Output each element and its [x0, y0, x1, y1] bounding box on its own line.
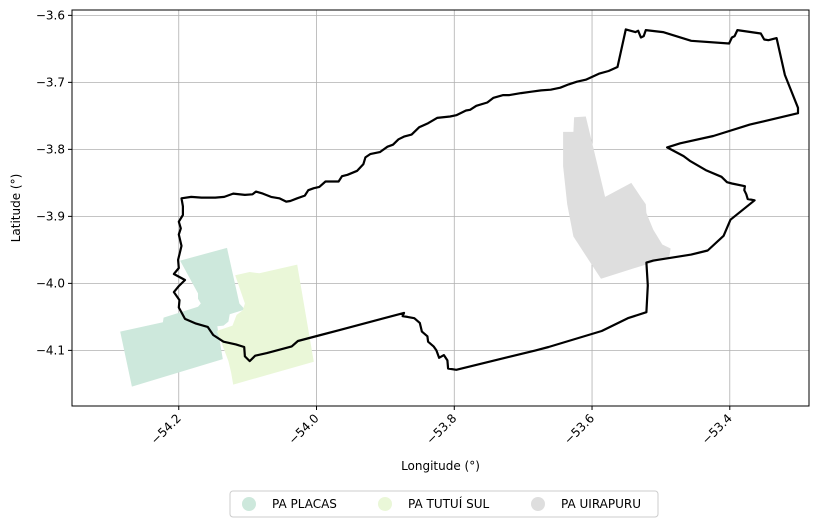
legend-box — [229, 490, 659, 518]
legend: PA PLACAS PA TUTUÍ SUL PA UIRAPURU — [229, 490, 659, 518]
polygon-pa-uirapuru — [563, 116, 671, 279]
y-tick-label: −3.6 — [36, 8, 65, 22]
legend-marker — [531, 497, 545, 511]
legend-label: PA PLACAS — [272, 497, 337, 511]
legend-label: PA TUTUÍ SUL — [408, 496, 489, 511]
legend-marker — [242, 497, 256, 511]
plot-frame — [71, 9, 810, 407]
y-tick-label: −3.8 — [36, 142, 65, 156]
legend-marker — [378, 497, 392, 511]
y-tick-label: −4.0 — [36, 276, 65, 290]
y-tick-label: −3.9 — [36, 209, 65, 223]
x-axis-label: Longitude (°) — [401, 459, 480, 473]
y-axis-label: Latitude (°) — [9, 174, 23, 243]
boundary-outline — [172, 28, 800, 371]
y-tick-label: −4.1 — [36, 343, 65, 357]
polygon-pa-tutu-sul — [216, 264, 314, 385]
outline-layer — [172, 28, 800, 371]
y-tick-label: −3.7 — [36, 75, 65, 89]
y-axis-ticks: −3.6 −3.7 −3.8 −3.9 −4.0 −4.1 — [36, 8, 72, 357]
legend-label: PA UIRAPURU — [561, 497, 641, 511]
polygon-layer — [120, 116, 671, 387]
polygon-pa-placas — [120, 247, 245, 387]
